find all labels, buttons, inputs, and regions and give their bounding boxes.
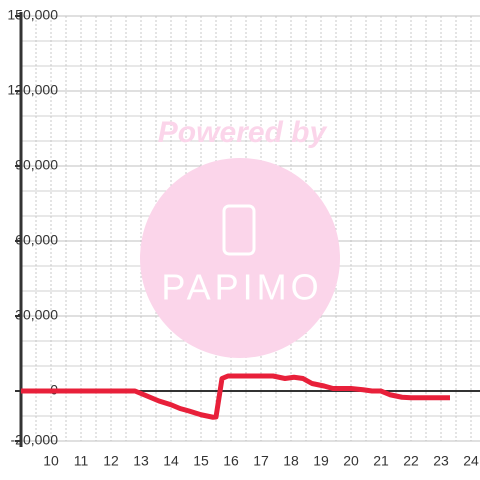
- x-tick-label: 14: [163, 453, 179, 469]
- x-tick-label: 11: [74, 453, 89, 469]
- x-tick-label: 20: [343, 453, 359, 469]
- y-tick-label: 120,000: [7, 82, 58, 98]
- x-tick-label: 23: [433, 453, 449, 469]
- y-tick-label: 150,000: [7, 7, 58, 23]
- x-tick-label: 17: [253, 453, 269, 469]
- watermark-text: Powered by: [158, 116, 328, 149]
- data-line: [21, 373, 450, 420]
- x-tick-label: 13: [133, 453, 149, 469]
- x-tick-label: 12: [103, 453, 119, 469]
- x-tick-label: 22: [403, 453, 419, 469]
- x-tick-label: 15: [193, 453, 209, 469]
- x-tick-label: 18: [283, 453, 299, 469]
- x-tick-label: 16: [223, 453, 239, 469]
- watermark: Powered by PAPIMO: [140, 116, 340, 358]
- x-tick-label: 21: [373, 453, 389, 469]
- x-tick-label: 10: [43, 453, 59, 469]
- y-tick-label: 30,000: [15, 307, 58, 323]
- watermark-phone: [222, 204, 256, 256]
- y-tick-label: 60,000: [15, 232, 58, 248]
- x-tick-label: 24: [463, 453, 479, 469]
- watermark-circle: [140, 158, 340, 358]
- x-tick-label: 19: [313, 453, 329, 469]
- y-tick-label: 90,000: [15, 157, 58, 173]
- watermark-logo: PAPIMO: [161, 267, 322, 308]
- y-tick-label: -20,000: [11, 432, 59, 448]
